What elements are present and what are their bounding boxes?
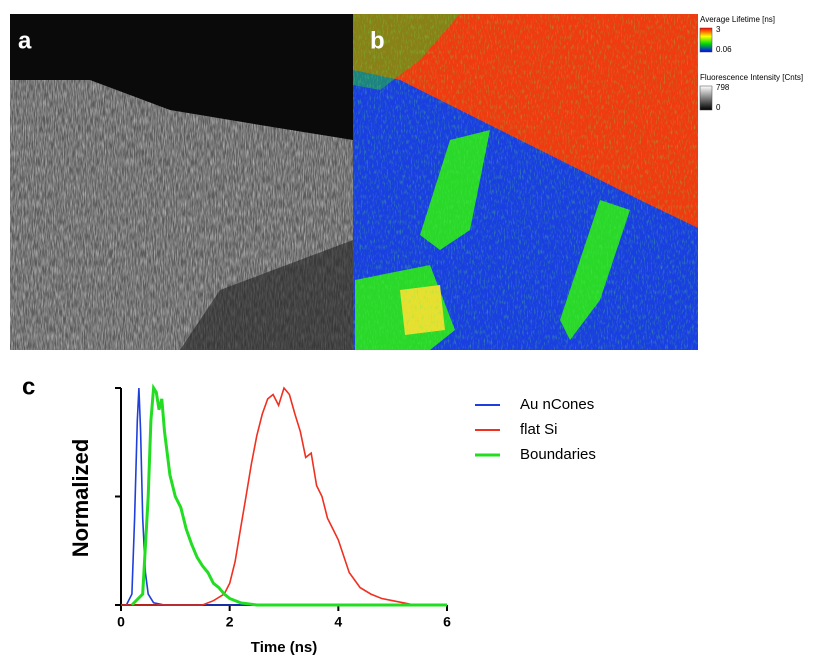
legend-label: Boundaries <box>520 446 596 463</box>
x-tick-label: 0 <box>117 614 125 630</box>
colorbar-title: Fluorescence Intensity [Cnts] <box>700 73 803 82</box>
panel-label: a <box>18 27 32 54</box>
colorbar-tick: 798 <box>716 83 730 92</box>
panel-b-image <box>353 14 698 350</box>
lifetime-colorbar <box>700 28 712 52</box>
x-tick-label: 6 <box>443 614 451 630</box>
colorbar-tick: 3 <box>716 25 721 34</box>
x-tick-label: 2 <box>226 614 234 630</box>
colorbar-tick: 0.06 <box>716 45 732 54</box>
intensity-colorbar <box>700 86 712 110</box>
panel-label: c <box>22 373 35 400</box>
x-tick-label: 4 <box>334 614 342 630</box>
series-line <box>121 388 447 605</box>
series-line <box>132 388 447 605</box>
colorbar-tick: 0 <box>716 103 721 112</box>
legend-label: Au nCones <box>520 396 594 413</box>
x-axis-label: Time (ns) <box>251 639 317 656</box>
y-axis-label: Normalized <box>68 439 93 558</box>
panel-a-image <box>10 14 353 350</box>
colorbar-title: Average Lifetime [ns] <box>700 15 775 24</box>
legend-label: flat Si <box>520 421 558 438</box>
panel-label: b <box>370 27 385 54</box>
figure: Average Lifetime [ns] 3 0.06 Fluorescenc… <box>0 0 823 661</box>
